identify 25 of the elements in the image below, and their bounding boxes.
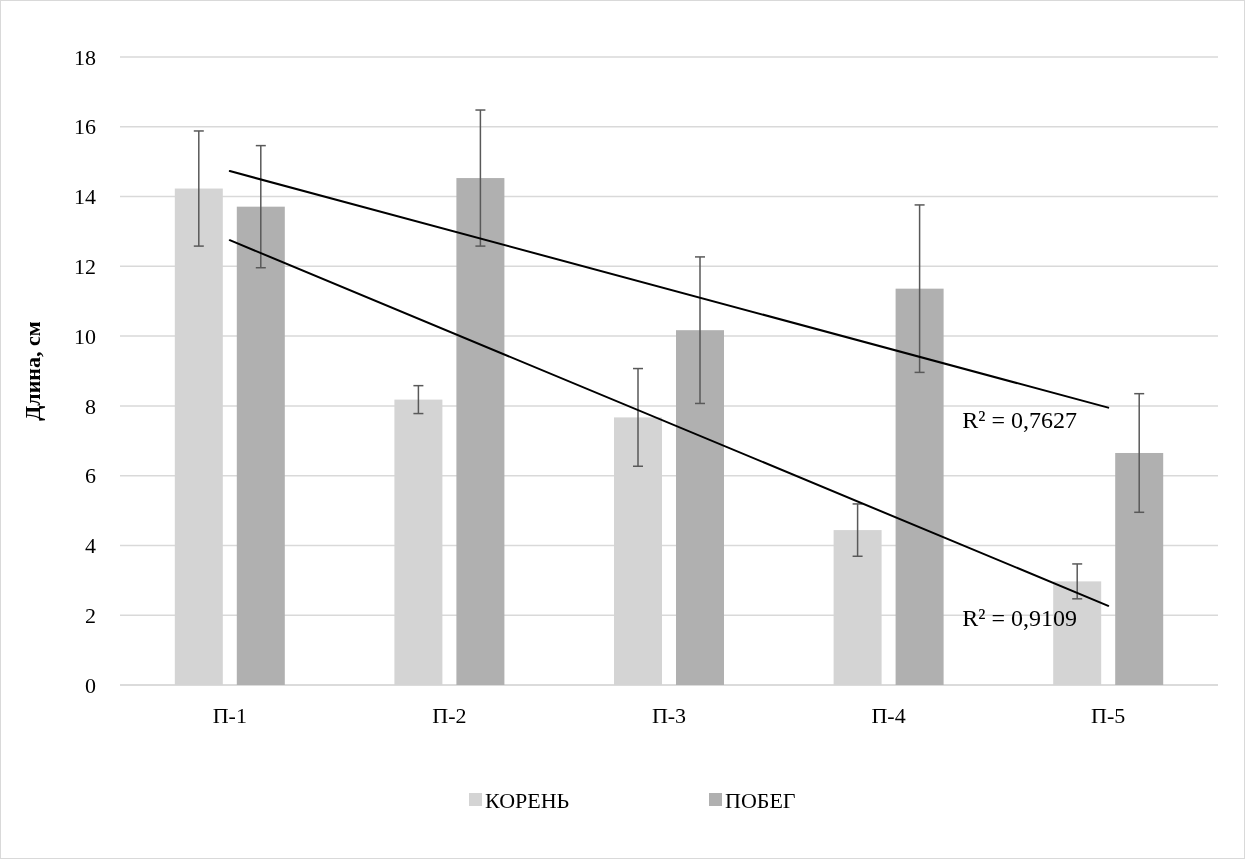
x-tick-label: П-3	[651, 703, 687, 728]
bar	[456, 178, 505, 685]
y-tick-label: 8	[85, 393, 96, 419]
y-tick-label: 0	[85, 672, 96, 698]
bar	[236, 206, 285, 685]
x-tick-label: П-2	[432, 703, 467, 728]
x-tick-label: П-1	[212, 703, 247, 728]
y-tick-label: 2	[85, 602, 96, 628]
bar	[895, 288, 944, 685]
legend-label: ПОБЕГ	[725, 787, 796, 813]
y-tick-label: 4	[85, 533, 96, 559]
y-tick-label: 6	[85, 463, 96, 489]
annotation: R² = 0,7627	[962, 406, 1077, 433]
bar	[1115, 452, 1164, 685]
x-tick-label: П-4	[871, 703, 906, 728]
annotation: R² = 0,9109	[962, 604, 1077, 631]
y-axis-title: Длина, см	[20, 321, 45, 421]
y-tick-label: 10	[74, 323, 96, 349]
y-tick-label: 18	[74, 44, 96, 70]
bar	[676, 330, 724, 685]
y-tick-label: 12	[74, 254, 96, 280]
y-tick-label: 16	[74, 114, 96, 140]
y-tick-label: 14	[74, 184, 96, 210]
x-tick-label: П-5	[1091, 703, 1126, 728]
legend-label: КОРЕНЬ	[485, 787, 570, 813]
